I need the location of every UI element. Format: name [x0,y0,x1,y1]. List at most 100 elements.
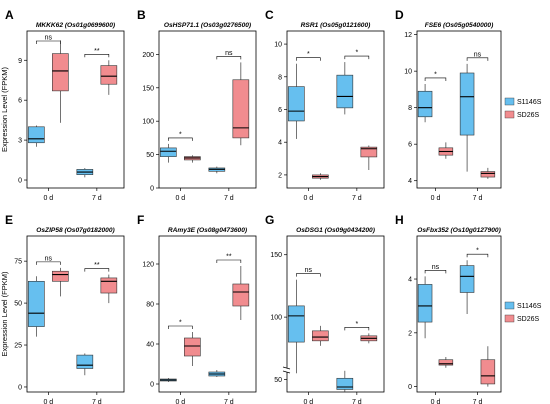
panel-a-title: MKKK62 (Os01g0699600) [36,22,115,29]
panel-h-box-0d-s1146s [417,276,433,339]
panel-e-ylabel: Expression Level (FPKM) [0,271,9,357]
panel-c-letter: C [265,8,274,22]
panel-h-ytick-label: 4 [408,277,412,284]
panel-c-ytick-label: 8 [278,74,282,81]
panel-d: D FSE6 (Os05g0540000) 4 6 8 10 12 0 d 7 d * ns [395,8,502,202]
panel-g-box-7d-s1146s [336,370,354,392]
panel-a-box-7d-sd26s-iqr [100,65,118,85]
panel-d-ytick-label: 6 [408,142,412,149]
panel-c-sig-7d-bracket [344,55,370,60]
panel-c-title: RSR1 (Os05g0121600) [301,22,371,29]
panel-b-ytick-label: 150 [142,85,154,92]
panel-a-sig-0d-bracket [36,40,61,44]
panel-b-ytick-label: 50 [146,152,154,159]
panel-c-box-7d-s1146s-iqr [336,74,354,109]
panel-h-box-7d-sd26s-iqr [480,359,496,385]
panel-d-box-7d-sd26s [480,167,496,179]
panel-b-box-7d-sd26s [232,62,250,146]
panel-g-sig-7d-label: * [355,321,358,328]
panel-b-letter: B [137,8,146,22]
panel-b-box-7d-sd26s-iqr [232,79,250,139]
panel-c: C RSR1 (Os05g0121600) 2 4 6 8 10 0 d 7 d * * [265,8,385,202]
panel-h-box-7d-s1146s [459,260,475,314]
panel-f-xtick-label: 7 d [224,399,234,404]
panel-g-box-0d-sd26s [312,325,329,346]
panel-g-ytick-label: 100 [270,315,282,322]
panel-b-xtick-label: 0 d [175,195,185,202]
panel-d-sig-0d-label: * [434,71,437,78]
legend-bottom-label-sd26s: SD26S [517,316,540,323]
panel-a-box-7d-s1146s [76,168,94,178]
panel-a-box-0d-sd26s-iqr [52,53,69,92]
panel-a-box-0d-sd26s [52,40,69,123]
panel-g-box-0d-s1146s-iqr [288,305,305,343]
panel-g-sig-7d-bracket [344,327,370,331]
panel-b-ytick-label: 100 [142,119,154,126]
panel-a-ylabel: Expression Level (FPKM) [0,66,9,152]
panel-e-box-7d-s1146s [76,353,94,376]
panel-e-letter: E [5,213,13,227]
panel-h-sig-0d-label: ns [432,264,440,271]
panel-f-box-7d-sd26s [232,266,250,320]
panel-b-ytick-label: 0 [150,186,154,193]
panel-c-sig-0d-label: * [307,51,310,58]
panel-h-sig-7d-bracket [466,253,489,258]
panel-d-sig-0d-bracket [424,77,447,81]
panel-f-ytick-label: 40 [146,342,154,349]
panel-a-sig-0d-label: ns [45,35,53,42]
panel-c-box-0d-s1146s [288,63,305,139]
panel-a-sig-7d-label: ** [94,48,100,55]
panel-b-frame [158,30,257,189]
panel-h-box-0d-sd26s [438,357,454,368]
panel-e-ytick-label: 75 [14,259,22,266]
panel-f-xtick-label: 0 d [175,399,185,404]
panel-f-ytick-label: 80 [146,302,154,309]
panel-c-box-7d-sd26s [360,145,378,171]
panel-e-box-0d-sd26s [52,267,69,297]
panel-d-ytick-label: 8 [408,105,412,112]
panel-g: G OsDSG1 (Os09g0434200) 50 100 150 0 d 7 d ns * [265,213,385,404]
legend-top-label-sd26s: SD26S [517,112,540,119]
panel-d-box-0d-s1146s-iqr [417,90,433,118]
panel-f-sig-0d-bracket [168,325,193,329]
panel-b-box-0d-s1146s [160,143,177,163]
panel-c-xtick-label: 7 d [352,195,362,202]
panel-a-ytick-label: 6 [18,98,22,105]
panel-b-sig-7d-label: ns [225,50,233,57]
panel-c-xtick-label: 0 d [303,195,313,202]
panel-a-frame [26,30,125,189]
panel-d-ytick-label: 10 [404,69,412,76]
panel-d-ytick-label: 4 [408,178,412,185]
panel-f-sig-7d-label: ** [226,254,232,261]
panel-b: B OsHSP71.1 (Os03g0276500) 0 50 100 150 200 0 d… [137,8,257,202]
panel-e-frame [26,235,125,393]
panel-c-box-0d-sd26s [312,173,329,180]
panel-g-break-mark [282,366,291,370]
panel-c-ytick-label: 4 [278,140,282,147]
panel-e-ytick-label: 0 [18,384,22,391]
panel-b-ytick-label: 200 [142,52,154,59]
panel-h-ytick-label: 2 [408,330,412,337]
panel-a-box-7d-sd26s [100,60,118,95]
panel-d-box-0d-s1146s [417,83,433,123]
panel-d-box-0d-sd26s [438,142,454,159]
panel-g-frame [286,235,385,393]
panel-e-xtick-label: 0 d [43,399,53,404]
panel-g-sig-0d-bracket [296,273,321,277]
panel-f-title: RAmy3E (Os08g0473600) [168,227,247,234]
panel-g-letter: G [265,213,274,227]
panel-h-ytick-label: 0 [408,384,412,391]
panel-d-letter: D [395,8,404,22]
panel-e-title: OsZIP58 (Os07g0182000) [36,227,114,234]
panel-d-ytick-label: 12 [404,32,412,39]
panel-f-frame [158,235,257,393]
panel-g-break-gap [283,368,289,372]
panel-a-xtick-label: 7 d [92,195,102,202]
panel-a: A MKKK62 (Os01g0699600) Expression Level (… [0,8,125,202]
panel-h-xtick-label: 7 d [473,399,483,404]
panel-g-xtick-label: 0 d [303,399,313,404]
panel-a-sig-7d-bracket [84,53,110,58]
panel-c-sig-0d-bracket [296,57,321,61]
